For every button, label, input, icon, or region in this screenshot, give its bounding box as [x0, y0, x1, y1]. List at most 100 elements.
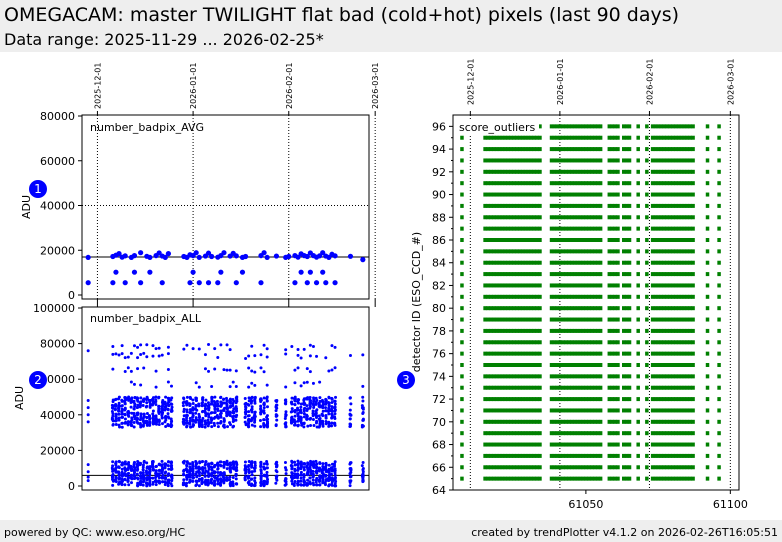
outlier-mark: [688, 419, 692, 424]
outlier-mark: [587, 260, 591, 265]
outlier-mark: [593, 135, 597, 140]
data-point-all: [216, 461, 220, 465]
outlier-mark: [492, 147, 496, 152]
data-point-all: [306, 424, 310, 428]
data-point-all: [191, 479, 195, 483]
outlier-mark: [483, 306, 487, 311]
outlier-mark: [509, 465, 513, 470]
data-point-all: [129, 405, 133, 409]
outlier-mark: [705, 431, 710, 436]
data-point-all: [194, 418, 198, 422]
outlier-mark: [688, 147, 692, 152]
outlier-mark: [593, 181, 597, 186]
outlier-mark: [587, 306, 591, 311]
outlier-mark: [555, 203, 560, 208]
outlier-mark: [676, 408, 681, 413]
outlier-mark: [489, 238, 493, 242]
outlier-mark: [555, 328, 560, 333]
data-point-all: [309, 416, 313, 420]
outlier-mark: [520, 135, 525, 140]
marker-3[interactable]: 3: [397, 371, 415, 389]
outlier-mark: [596, 124, 600, 129]
footer-credit: powered by QC: www.eso.org/HC: [4, 526, 186, 539]
data-point-all: [262, 406, 266, 410]
outlier-mark: [509, 294, 513, 299]
data-point-all: [234, 418, 238, 422]
outlier-mark: [503, 169, 508, 174]
outlier-mark: [645, 192, 649, 197]
footer-bar: powered by QC: www.eso.org/HC created by…: [0, 520, 782, 542]
outlier-mark: [616, 476, 620, 481]
outlier-mark: [538, 363, 542, 367]
outlier-mark: [622, 192, 626, 197]
outlier-mark: [518, 419, 522, 424]
outlier-mark: [596, 351, 600, 356]
outlier-mark: [506, 453, 510, 458]
data-point-all: [212, 475, 216, 479]
data-point-all: [145, 477, 149, 481]
data-point-all: [314, 396, 318, 400]
outlier-mark: [590, 374, 594, 379]
outlier-mark: [460, 340, 464, 345]
outlier-mark: [607, 453, 612, 458]
outlier-mark: [653, 374, 658, 379]
outlier-mark: [610, 431, 614, 436]
outlier-mark: [613, 351, 617, 356]
outlier-mark: [572, 215, 577, 220]
data-point-all: [207, 405, 211, 409]
outlier-mark: [587, 385, 591, 390]
outlier-mark: [598, 363, 603, 367]
data-point-all: [169, 425, 173, 429]
data-point-all: [302, 482, 306, 486]
data-point-all: [302, 462, 306, 466]
data-point-all: [222, 407, 226, 411]
outlier-mark: [598, 306, 603, 311]
outlier-mark: [613, 260, 617, 265]
outlier-mark: [506, 385, 510, 390]
outlier-mark: [564, 328, 568, 333]
outlier-mark: [685, 363, 690, 367]
data-point-all: [210, 396, 214, 400]
outlier-mark: [616, 192, 620, 197]
outlier-mark: [581, 192, 586, 197]
outlier-mark: [636, 158, 640, 163]
data-point-all: [204, 398, 208, 402]
outlier-mark: [509, 363, 513, 367]
outlier-mark: [538, 306, 542, 311]
outlier-mark: [567, 294, 571, 299]
outlier-mark: [587, 328, 591, 333]
data-point-all: [265, 480, 269, 484]
outlier-mark: [497, 283, 502, 288]
outlier-mark: [581, 317, 586, 322]
data-point-all: [228, 348, 232, 352]
data-point-all: [219, 343, 223, 347]
marker-1[interactable]: 1: [29, 180, 47, 198]
outlier-mark: [682, 328, 687, 333]
outlier-mark: [581, 238, 586, 242]
outlier-mark: [668, 465, 672, 470]
data-point-all: [266, 477, 270, 481]
outlier-mark: [610, 203, 614, 208]
data-point-all: [302, 415, 306, 419]
outlier-mark: [575, 431, 580, 436]
data-range-subtitle: Data range: 2025-11-29 ... 2026-02-25*: [4, 30, 324, 49]
data-point-all: [262, 473, 266, 477]
data-point-all: [292, 397, 296, 401]
data-point-all: [209, 411, 213, 415]
data-point-all: [138, 401, 142, 405]
outlier-mark: [512, 306, 516, 311]
outlier-mark: [575, 124, 580, 129]
data-point-all: [259, 469, 263, 473]
outlier-mark: [682, 226, 687, 231]
data-point-all: [296, 465, 300, 469]
data-point-all: [317, 414, 321, 418]
outlier-mark: [515, 328, 519, 333]
marker-2[interactable]: 2: [29, 371, 47, 389]
outlier-mark: [656, 328, 661, 333]
outlier-mark: [515, 385, 519, 390]
outlier-mark: [486, 374, 490, 379]
outlier-mark: [460, 294, 464, 299]
outlier-mark: [607, 419, 612, 424]
outlier-mark: [570, 306, 574, 311]
outlier-mark: [509, 340, 513, 345]
